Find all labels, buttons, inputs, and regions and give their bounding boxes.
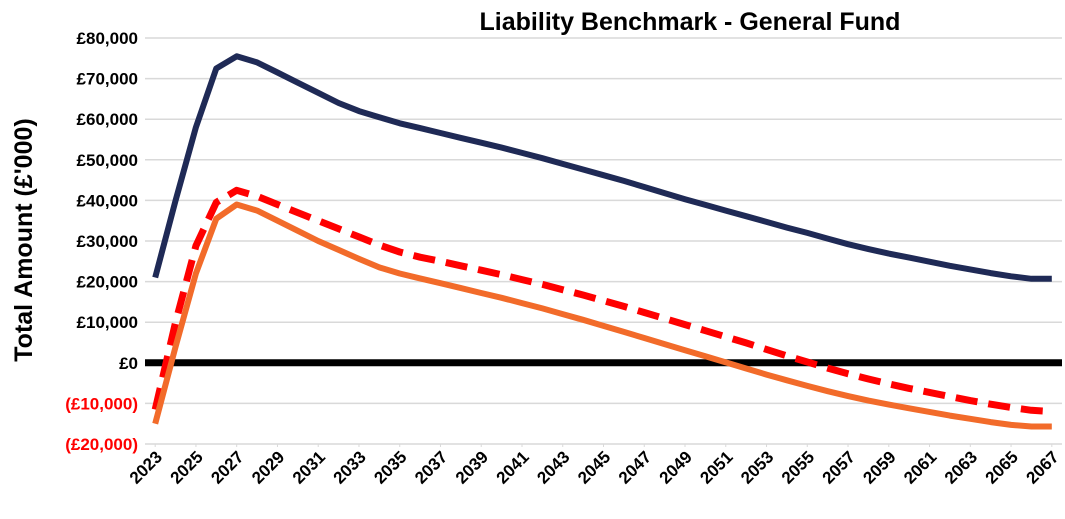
x-tick-label: 2059 <box>859 447 899 487</box>
y-tick-label: £0 <box>119 354 138 373</box>
x-tick-label: 2055 <box>778 447 818 487</box>
x-tick-label: 2041 <box>493 447 533 487</box>
x-tick-label: 2063 <box>941 447 981 487</box>
x-tick-label: 2039 <box>452 447 492 487</box>
x-tick-label: 2037 <box>411 447 451 487</box>
y-axis-label: Total Amount (£'000) <box>10 118 38 361</box>
y-tick-label: £30,000 <box>77 232 138 251</box>
y-tick-label: £20,000 <box>77 273 138 292</box>
x-tick-label: 2049 <box>656 447 696 487</box>
y-tick-label: £60,000 <box>77 110 138 129</box>
x-tick-label: 2045 <box>574 447 614 487</box>
series-line <box>152 201 1052 430</box>
x-tick-label: 2047 <box>615 447 655 487</box>
y-tick-label: £50,000 <box>77 151 138 170</box>
series-line <box>152 53 1052 282</box>
series-line <box>151 186 1053 415</box>
x-tick-label: 2067 <box>1022 447 1062 487</box>
x-tick-label: 2043 <box>533 447 573 487</box>
y-tick-label: £10,000 <box>77 313 138 332</box>
x-tick-label: 2065 <box>982 447 1022 487</box>
x-tick-label: 2053 <box>737 447 777 487</box>
x-tick-label: 2061 <box>900 447 940 487</box>
y-tick-label: (£20,000) <box>65 435 138 454</box>
x-tick-label: 2051 <box>696 447 736 487</box>
x-tick-label: 2031 <box>289 447 329 487</box>
y-tick-label: £80,000 <box>77 29 138 48</box>
x-tick-label: 2025 <box>167 447 207 487</box>
y-tick-label: (£10,000) <box>65 394 138 413</box>
y-tick-label: £40,000 <box>77 191 138 210</box>
chart-title: Liability Benchmark - General Fund <box>480 8 901 36</box>
x-tick-label: 2029 <box>248 447 288 487</box>
y-tick-label: £70,000 <box>77 70 138 89</box>
x-tick-label: 2057 <box>819 447 859 487</box>
x-tick-label: 2027 <box>207 447 247 487</box>
x-tick-label: 2033 <box>330 447 370 487</box>
x-tick-label: 2035 <box>370 447 410 487</box>
